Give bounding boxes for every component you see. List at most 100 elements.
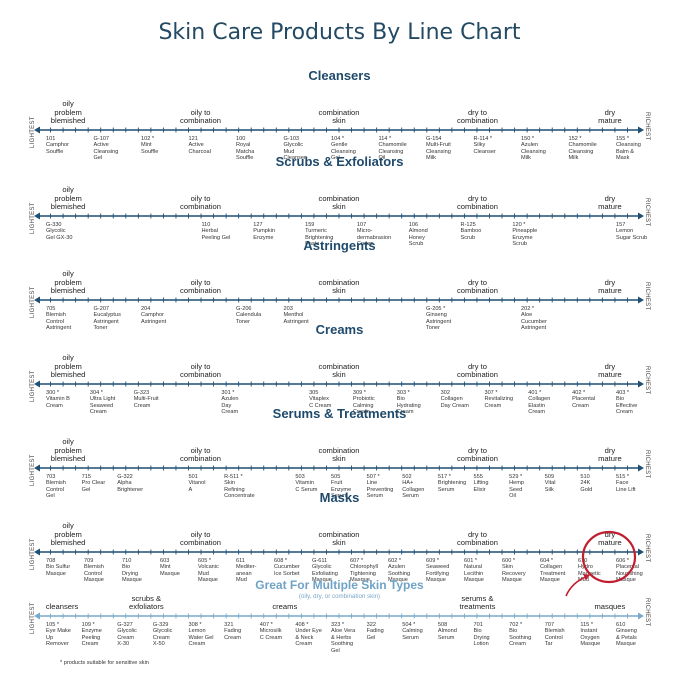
product-item: 104 * Gentle Cleansing Gel: [331, 136, 356, 162]
product-item: 300 * Vitamin B Cream: [46, 390, 70, 409]
richness-axis: [34, 126, 644, 134]
section-creams: Creams oily problem blemished oily to combina…: [0, 322, 679, 415]
footnote: * products suitable for sensitive skin: [60, 660, 149, 666]
skin-type-label: oily to combination: [180, 107, 221, 126]
skin-type-label: cleansers: [45, 602, 79, 612]
product-item: 602 * Azulen Soothing Masque: [388, 558, 411, 584]
product-item: 701 Bio Drying Lotion: [473, 622, 490, 648]
product-item: 303 * Bio Hydrating Cream: [396, 390, 421, 416]
skin-type-label: oily to combination: [180, 277, 221, 296]
section-title: Serums & Treatments: [272, 406, 407, 421]
axis-arrow-left-icon: [34, 296, 40, 304]
highlight-arrow-icon: [565, 575, 589, 597]
skin-type-label: dry mature: [598, 445, 622, 464]
skin-type-label: combination skin: [318, 277, 360, 296]
product-item: G-323 Multi-Fruit Cream: [133, 390, 159, 409]
product-item: 321 Fading Cream: [224, 622, 242, 641]
product-item: 707 Blemish Control Tar: [544, 622, 565, 648]
product-item: 705 Blemish Control Astringent: [46, 306, 72, 332]
skin-type-label: dry mature: [598, 361, 622, 380]
product-item: 309 * Probiotic Calming Cream: [352, 390, 375, 416]
skin-type-label: oily problem blemished: [50, 437, 86, 464]
product-item: 401 * Collagen Elastin Cream: [528, 390, 551, 416]
skin-type-label: dry mature: [598, 529, 622, 548]
product-item: 507 * Line Preventing Serum: [366, 474, 394, 500]
product-item: G-611 Glycolic Exfoliating Masque: [312, 558, 338, 584]
section-serums-treatments: Serums & Treatments oily problem blemished o…: [0, 406, 679, 499]
product-item: 323 * Aloe Vera & Herbs Soothing Gel: [331, 622, 356, 654]
product-item: 503 Vitamin C Serum: [295, 474, 318, 493]
section-title: Creams: [315, 322, 364, 337]
section-title: Cleansers: [308, 68, 371, 83]
richness-axis: [34, 548, 644, 556]
product-item: 601 * Natural Lecithin Masque: [464, 558, 484, 584]
skin-type-label: oily problem blemished: [50, 185, 86, 212]
product-item: 600 * Skin Recovery Masque: [502, 558, 526, 584]
product-item: 159 Turmeric Brightening Paste: [305, 222, 334, 248]
product-item: G-329 Glycolic Cream X-50: [152, 622, 173, 648]
axis-arrow-right-icon: [638, 296, 644, 304]
product-item: G-154 Multi-Fruit Cleansing Milk: [426, 136, 451, 162]
axis-arrow-left-icon: [34, 212, 40, 220]
product-item: 121 Active Charcoal: [188, 136, 211, 155]
skin-type-label: dry mature: [598, 277, 622, 296]
richness-axis: [34, 296, 644, 304]
axis-arrow-right-icon: [638, 548, 644, 556]
product-item: 115 * Instant Oxygen Masque: [580, 622, 601, 648]
product-item: G-206 Calendula Toner: [236, 306, 262, 325]
multi-skin-subtitle: (oily, dry, or combination skin): [298, 593, 381, 600]
product-item: 403 * Bio Effective Cream: [616, 390, 638, 416]
product-item: 505 Fruit Enzyme Serum: [331, 474, 352, 500]
product-item: G-322 Alpha Brightener: [117, 474, 144, 493]
product-item: 101 Camphor Souffle: [46, 136, 70, 155]
skin-type-label: dry to combination: [456, 529, 498, 548]
richness-axis: [34, 212, 644, 220]
skin-type-label: oily to combination: [180, 529, 221, 548]
axis-arrow-right-icon: [638, 212, 644, 220]
product-item: 304 * Ultra Light Seaweed Cream: [89, 390, 116, 416]
product-item: 307 * Revitalizing Cream: [484, 390, 514, 409]
axis-arrow-right-icon: [638, 380, 644, 388]
product-item: 100 Royal Matcha Souffle: [236, 136, 255, 162]
product-item: G-103 Glycolic Mud Cleanser: [283, 136, 306, 162]
product-item: 710 Bio Drying Masque: [122, 558, 142, 584]
product-item: 510 24K Gold: [580, 474, 593, 493]
product-item: 555 Lifting Elixir: [473, 474, 489, 493]
product-item: 608 * Cucumber Ice Sorbet: [274, 558, 300, 577]
skin-type-label: dry mature: [598, 193, 622, 212]
product-item: 408 * Under Eye & Neck Cream: [295, 622, 322, 648]
product-item: 157 Lemon Sugar Scrub: [616, 222, 648, 241]
highlight-circle: [581, 530, 637, 584]
skin-type-label: dry to combination: [456, 361, 498, 380]
skin-type-label: dry to combination: [456, 107, 498, 126]
section-title: Astringents: [303, 238, 376, 253]
product-item: R-114 * Silky Cleanser: [473, 136, 496, 155]
skin-type-label: oily to combination: [180, 193, 221, 212]
product-item: G-327 Glycolic Cream X-30: [117, 622, 137, 648]
product-item: 204 Camphor Astringent: [141, 306, 167, 325]
product-item: 501 Vitanol A: [188, 474, 206, 493]
product-item: 709 Blemish Control Masque: [84, 558, 104, 584]
skin-type-label: oily problem blemished: [50, 521, 86, 548]
multi-skin-title: Great For Multiple Skin Types: [255, 578, 424, 592]
product-item: 102 * Mint Souffle: [141, 136, 159, 155]
product-item: G-330 Glycolic Gel GX-30: [46, 222, 73, 241]
product-item: 322 Fading Gel: [366, 622, 384, 641]
skin-type-label: scrubs & exfoliators: [129, 593, 164, 612]
product-item: 305 Vitaplex C Cream: [309, 390, 332, 409]
skin-type-label: dry to combination: [456, 445, 498, 464]
axis-arrow-right-icon: [638, 464, 644, 472]
skin-type-label: dry to combination: [456, 277, 498, 296]
product-item: 407 * Microsilk C Cream: [259, 622, 283, 641]
axis-arrow-left-icon: [34, 464, 40, 472]
axis-arrow-left-icon: [34, 612, 40, 620]
product-item: 302 Collagen Day Cream: [440, 390, 469, 409]
skin-type-label: combination skin: [318, 361, 360, 380]
product-item: G-107 Active Cleansing Gel: [93, 136, 119, 162]
product-item: 107 Micro-dermabrasion Cream: [356, 222, 392, 248]
product-item: 402 * Placental Cream: [572, 390, 596, 409]
product-item: 703 Blemish Control Gel: [46, 474, 66, 500]
product-item: 702 * Bio Soothing Cream: [509, 622, 532, 648]
product-item: 715 Pro Clear Gel: [81, 474, 106, 493]
product-item: G-207 Eucalyptus Astringent Toner: [93, 306, 121, 332]
